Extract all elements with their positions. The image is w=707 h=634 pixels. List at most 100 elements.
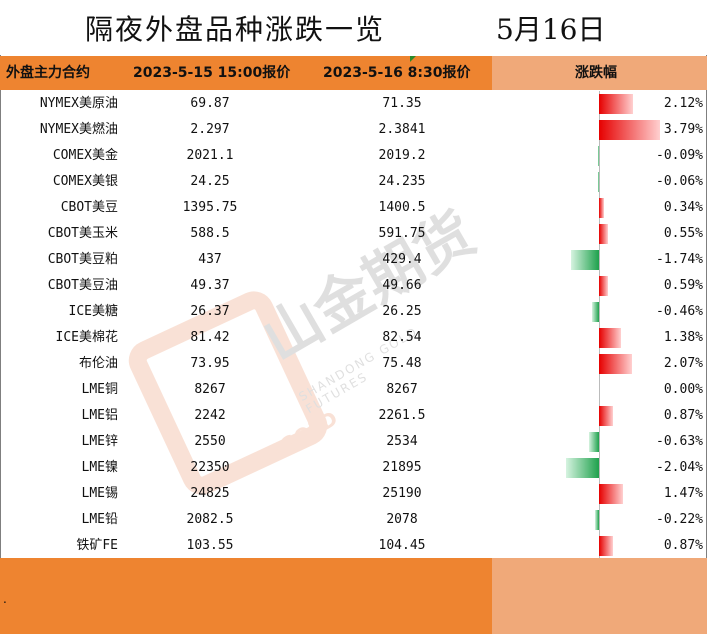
price-1: 2.297: [190, 122, 230, 137]
contract-name: LME锌: [81, 434, 118, 449]
price-2: 82.54: [382, 330, 422, 345]
change-percent: 0.55%: [663, 226, 703, 241]
header-price-2: 2023-5-16 8:30报价: [323, 65, 471, 81]
change-percent: -2.04%: [656, 460, 703, 475]
price-1: 2550: [194, 434, 226, 449]
price-1: 1395.75: [182, 200, 238, 215]
change-percent: -1.74%: [656, 252, 703, 267]
change-bar-up: [599, 484, 623, 504]
table-row: CBOT美玉米 588.5 591.75 0.55%: [0, 221, 707, 247]
price-2: 2261.5: [378, 408, 426, 423]
table-row: LME铜 8267 8267 0.00%: [0, 377, 707, 403]
contract-name: 布伦油: [78, 356, 118, 371]
price-2: 591.75: [378, 226, 426, 241]
price-1: 26.37: [190, 304, 230, 319]
change-percent: 0.87%: [663, 408, 703, 423]
price-2: 2078: [386, 512, 418, 527]
contract-name: CBOT美玉米: [47, 226, 118, 241]
contract-name: LME镍: [81, 460, 118, 475]
price-2: 25190: [382, 486, 422, 501]
change-header-background: [492, 56, 707, 90]
table-row: LME铅 2082.5 2078 -0.22%: [0, 507, 707, 533]
change-percent: 1.47%: [663, 486, 703, 501]
table-row: CBOT美豆粕 437 429.4 -1.74%: [0, 247, 707, 273]
price-1: 588.5: [190, 226, 230, 241]
change-percent: 3.79%: [663, 122, 703, 137]
price-2: 2534: [386, 434, 418, 449]
contract-name: COMEX美银: [52, 174, 118, 189]
table-row: 铁矿FE 103.55 104.45 0.87%: [0, 533, 707, 559]
change-percent: 1.38%: [663, 330, 703, 345]
change-bar-down: [571, 250, 599, 270]
price-2: 21895: [382, 460, 422, 475]
contract-name: ICE美棉花: [55, 330, 118, 345]
contract-name: LME铅: [81, 512, 118, 527]
contract-name: NYMEX美原油: [39, 96, 118, 111]
header-price-1: 2023-5-15 15:00报价: [133, 65, 291, 81]
price-2: 75.48: [382, 356, 422, 371]
change-bar-down: [566, 458, 599, 478]
change-bar-down: [597, 146, 599, 166]
table-row: COMEX美金 2021.1 2019.2 -0.09%: [0, 143, 707, 169]
price-2: 2.3841: [378, 122, 426, 137]
table-row: LME镍 22350 21895 -2.04%: [0, 455, 707, 481]
cell-comment-marker: [410, 56, 416, 62]
price-1: 73.95: [190, 356, 230, 371]
change-bar-down: [598, 172, 599, 192]
footer-right-panel: [492, 558, 707, 634]
change-percent: 0.34%: [663, 200, 703, 215]
table-header: 外盘主力合约 2023-5-15 15:00报价 2023-5-16 8:30报…: [0, 56, 707, 90]
price-1: 22350: [190, 460, 230, 475]
change-bar-up: [599, 120, 660, 140]
footer: .: [0, 558, 707, 634]
contract-name: 铁矿FE: [76, 538, 118, 553]
table-row: 布伦油 73.95 75.48 2.07%: [0, 351, 707, 377]
table-row: CBOT美豆 1395.75 1400.5 0.34%: [0, 195, 707, 221]
price-2: 49.66: [382, 278, 422, 293]
price-1: 103.55: [186, 538, 234, 553]
report-date: 5月16日: [496, 13, 606, 46]
price-1: 69.87: [190, 96, 230, 111]
change-bar-up: [599, 224, 608, 244]
change-bar-down: [591, 302, 599, 322]
change-percent: 0.59%: [663, 278, 703, 293]
contract-name: LME铜: [81, 382, 118, 397]
price-1: 2242: [194, 408, 226, 423]
price-1: 2021.1: [186, 148, 234, 163]
change-percent: 0.87%: [663, 538, 703, 553]
footer-note: .: [3, 592, 7, 606]
price-1: 437: [198, 252, 222, 267]
price-1: 2082.5: [186, 512, 234, 527]
change-bar-up: [599, 328, 622, 348]
table-row: ICE美棉花 81.42 82.54 1.38%: [0, 325, 707, 351]
table-row: CBOT美豆油 49.37 49.66 0.59%: [0, 273, 707, 299]
header-change: 涨跌幅: [575, 65, 617, 81]
price-2: 8267: [386, 382, 418, 397]
bar-axis: [599, 91, 600, 558]
table-row: ICE美糖 26.37 26.25 -0.46%: [0, 299, 707, 325]
change-bar-up: [599, 536, 613, 556]
contract-name: CBOT美豆: [60, 200, 118, 215]
page-title: 隔夜外盘品种涨跌一览: [85, 13, 386, 46]
header-contract: 外盘主力合约: [6, 65, 90, 81]
change-bar-down: [588, 432, 599, 452]
price-1: 8267: [194, 382, 226, 397]
change-percent: -0.09%: [656, 148, 703, 163]
contract-name: LME锡: [81, 486, 118, 501]
price-1: 24825: [190, 486, 230, 501]
table-row: LME锡 24825 25190 1.47%: [0, 481, 707, 507]
table-row: COMEX美银 24.25 24.235 -0.06%: [0, 169, 707, 195]
table-row: NYMEX美燃油 2.297 2.3841 3.79%: [0, 117, 707, 143]
price-1: 81.42: [190, 330, 230, 345]
price-2: 24.235: [378, 174, 426, 189]
price-2: 104.45: [378, 538, 426, 553]
change-bar-up: [599, 276, 609, 296]
change-percent: -0.06%: [656, 174, 703, 189]
contract-name: ICE美糖: [68, 304, 118, 319]
table-row: LME锌 2550 2534 -0.63%: [0, 429, 707, 455]
table-row: NYMEX美原油 69.87 71.35 2.12%: [0, 91, 707, 117]
contract-name: LME铝: [81, 408, 118, 423]
change-bar-down: [595, 510, 599, 530]
change-bar-up: [599, 198, 605, 218]
change-bar-up: [599, 354, 633, 374]
